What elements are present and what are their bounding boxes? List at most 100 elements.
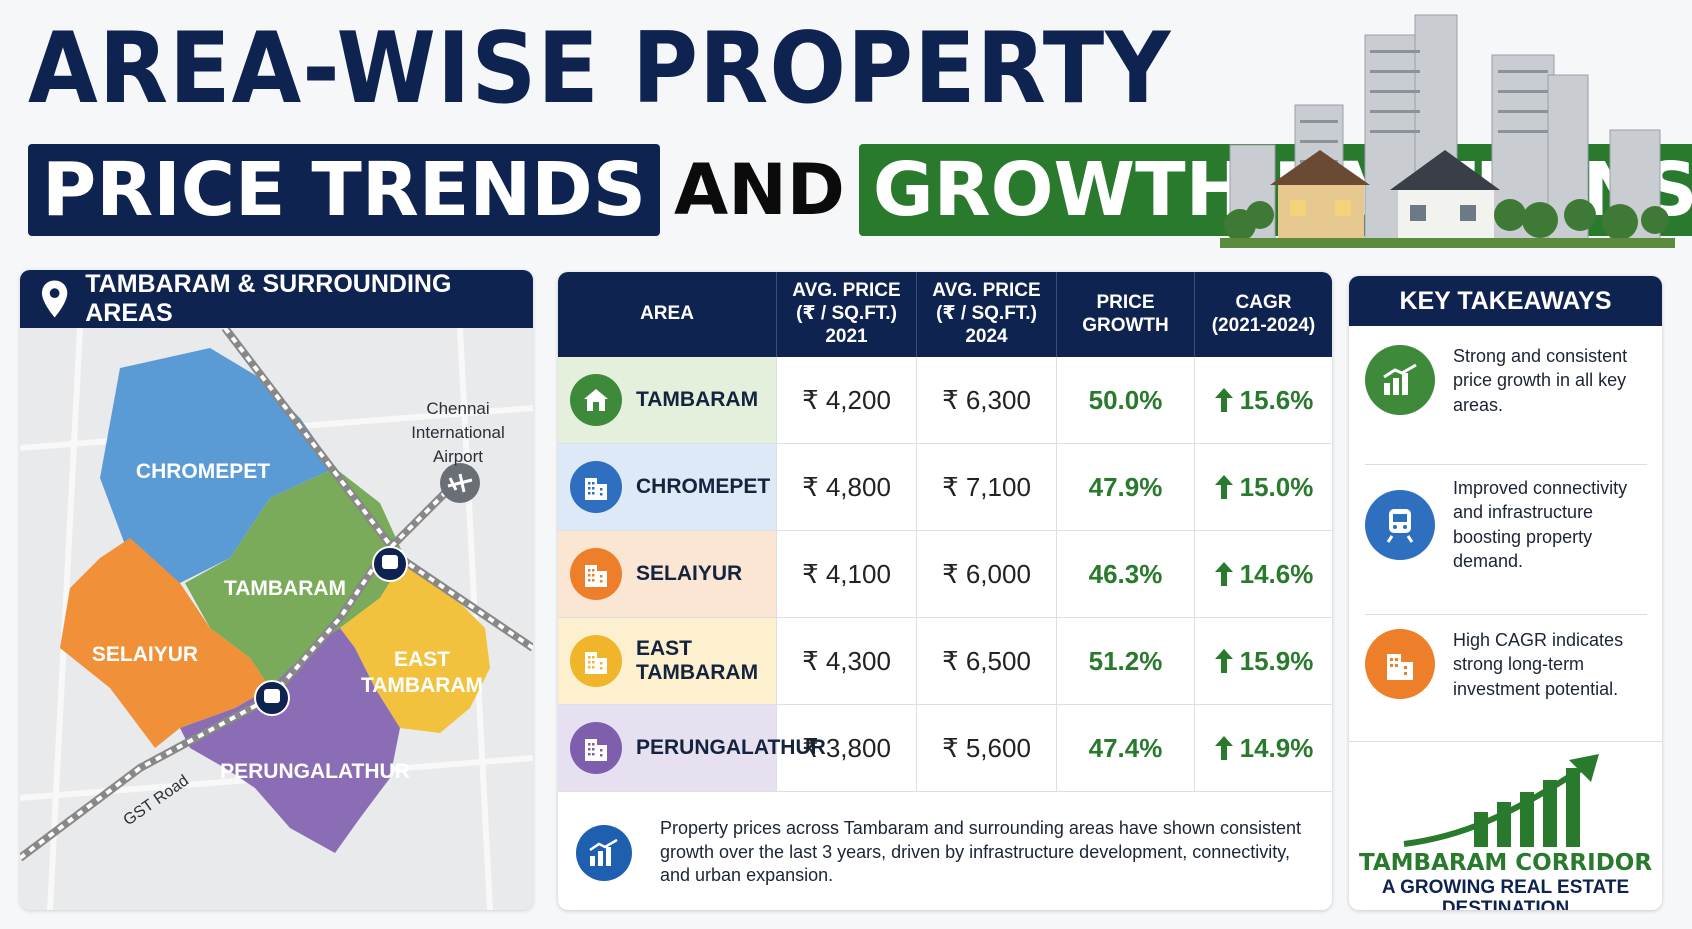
map-label-east: EAST [394,648,450,671]
house-icon [570,374,622,426]
train-station-icon [372,546,408,582]
table-row: EAST TAMBARAM ₹ 4,300 ₹ 6,500 51.2% 15.9% [558,618,1332,705]
key-takeaways-heading: KEY TAKEAWAYS [1349,276,1662,326]
takeaways-footer: TAMBARAM CORRIDOR A GROWING REAL ESTATE … [1349,741,1662,910]
map-label-selaiyur: SELAIYUR [92,643,198,666]
page-title: AREA-WISE PROPERTY [28,12,1172,126]
price-2021-cell: ₹ 4,300 [777,618,917,704]
price-2021-cell: ₹ 4,800 [777,444,917,530]
cagr-cell: 15.9% [1195,618,1332,704]
map-label-chromepet: CHROMEPET [136,460,270,483]
airport-label-1: Chennai [426,399,489,418]
takeaway-item: High CAGR indicates strong long-term inv… [1365,628,1647,701]
skyline-illustration [1220,14,1675,248]
train-station-icon [254,680,290,716]
building-icon [570,461,622,513]
area-cell: EAST TAMBARAM [558,618,777,704]
gst-road-label: GST Road [121,772,192,829]
footer-subtitle-line2: DESTINATION [1441,897,1570,910]
price-2021-cell: ₹ 4,200 [777,357,917,443]
header-price-2021: AVG. PRICE (₹ / SQ.FT.) 2021 [777,272,917,357]
subtitle-and: AND [674,149,845,231]
table-note: Property prices across Tambaram and surr… [558,795,1332,910]
table-header: AREA AVG. PRICE (₹ / SQ.FT.) 2021 AVG. P… [558,272,1332,357]
map-header: TAMBARAM & SURROUNDING AREAS [20,270,533,328]
price-2021-cell: ₹ 3,800 [777,705,917,791]
price-2024-cell: ₹ 6,000 [917,531,1057,617]
cagr-cell: 14.6% [1195,531,1332,617]
arrow-up-icon [1214,736,1233,760]
header-price-2024: AVG. PRICE (₹ / SQ.FT.) 2024 [917,272,1057,357]
price-2024-cell: ₹ 7,100 [917,444,1057,530]
footer-subtitle-line1: A GROWING REAL ESTATE [1381,877,1630,898]
airport-icon [440,463,480,503]
area-name: SELAIYUR [636,562,743,585]
area-cell: SELAIYUR [558,531,777,617]
region-chromepet [100,348,335,583]
arrow-up-icon [1214,649,1233,673]
arrow-up-icon [1214,562,1233,586]
takeaway-item: Improved connectivity and infrastructure… [1365,476,1647,573]
building-icon [570,548,622,600]
cagr-value: 15.0% [1239,471,1314,502]
airport-label-3: Airport [433,447,483,466]
area-name: EAST TAMBARAM [636,636,759,684]
building-icon [570,722,622,774]
area-cell: TAMBARAM [558,357,777,443]
note-text: Property prices across Tambaram and surr… [660,817,1301,886]
footer-subtitle: A GROWING REAL ESTATE DESTINATION [1349,877,1662,910]
area-map: CHROMEPET TAMBARAM SELAIYUR EAST TAMBARA… [20,328,533,910]
key-takeaways-panel: KEY TAKEAWAYS Strong and consistent pric… [1349,276,1662,910]
price-2021-cell: ₹ 4,100 [777,531,917,617]
airport-label-2: International [411,423,505,442]
table-row: CHROMEPET ₹ 4,800 ₹ 7,100 47.9% 15.0% [558,444,1332,531]
growth-cell: 50.0% [1057,357,1195,443]
growth-cell: 47.4% [1057,705,1195,791]
price-2024-cell: ₹ 6,300 [917,357,1057,443]
region-perungalathur [180,628,400,853]
chart-icon [1365,345,1435,416]
takeaway-text: High CAGR indicates strong long-term inv… [1453,630,1624,699]
map-label-east-tambaram: TAMBARAM [361,674,483,697]
region-selaiyur [60,538,270,748]
growth-cell: 51.2% [1057,618,1195,704]
arrow-up-icon [1214,475,1233,499]
price-2024-cell: ₹ 5,600 [917,705,1057,791]
cagr-cell: 14.9% [1195,705,1332,791]
cagr-value: 15.6% [1239,384,1314,415]
building-icon [570,635,622,687]
map-label-tambaram: TAMBARAM [224,577,346,600]
area-name: TAMBARAM [636,388,759,411]
header-area: AREA [558,272,777,357]
area-name: CHROMEPET [636,475,771,498]
area-name: PERUNGALATHUR [636,736,826,759]
header-growth: PRICE GROWTH [1057,272,1195,357]
subtitle-price-trends: PRICE TRENDS [28,144,661,236]
area-cell: CHROMEPET [558,444,777,530]
cagr-value: 14.9% [1239,732,1314,763]
cagr-cell: 15.0% [1195,444,1332,530]
location-pin-icon [41,280,68,318]
map-panel: TAMBARAM & SURROUNDING AREAS [20,270,533,910]
takeaway-text: Improved connectivity and infrastructure… [1453,478,1628,571]
table-row: TAMBARAM ₹ 4,200 ₹ 6,300 50.0% 15.6% [558,357,1332,444]
price-2024-cell: ₹ 6,500 [917,618,1057,704]
cagr-value: 14.6% [1239,558,1314,589]
footer-title: TAMBARAM CORRIDOR [1358,850,1653,876]
cagr-cell: 15.6% [1195,357,1332,443]
train-icon [1365,489,1435,560]
price-table: AREA AVG. PRICE (₹ / SQ.FT.) 2021 AVG. P… [558,272,1332,910]
growth-cell: 46.3% [1057,531,1195,617]
area-cell: PERUNGALATHUR [558,705,826,791]
table-row: PERUNGALATHUR ₹ 3,800 ₹ 5,600 47.4% 14.9… [558,705,1332,792]
table-row: SELAIYUR ₹ 4,100 ₹ 6,000 46.3% 14.6% [558,531,1332,618]
region-east-tambaram [340,558,490,733]
arrow-up-icon [1214,388,1233,412]
growth-chart-icon [576,824,632,881]
building-icon [1365,629,1435,700]
takeaway-text: Strong and consistent price growth in al… [1453,346,1628,415]
growth-cell: 47.9% [1057,444,1195,530]
growth-arrow-icon [1403,754,1599,847]
takeaway-item: Strong and consistent price growth in al… [1365,344,1647,417]
cagr-value: 15.9% [1239,645,1314,676]
